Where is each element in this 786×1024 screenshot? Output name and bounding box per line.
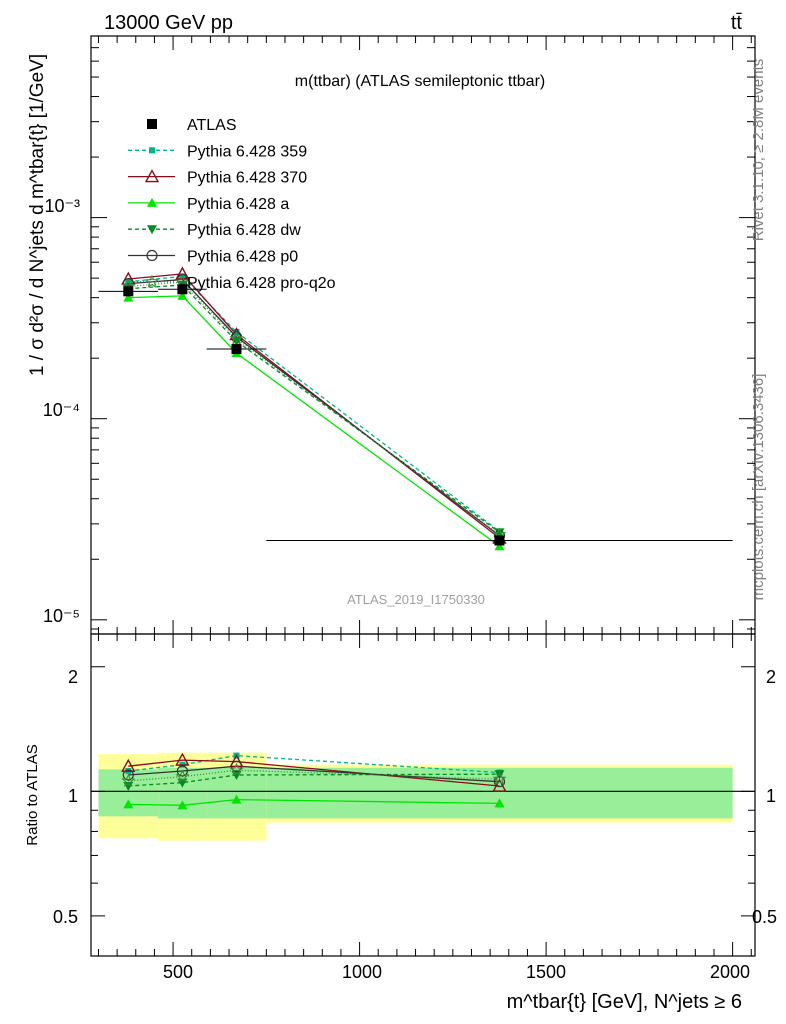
ratio-series-line: [128, 765, 500, 783]
series-point: [494, 528, 505, 538]
legend-marker: [144, 169, 160, 183]
series-lines: [128, 273, 500, 806]
series-point: [123, 292, 134, 302]
ratio-series-point: [231, 794, 242, 804]
ratio-ytick-left: 1: [68, 786, 78, 806]
legend-label: ATLAS: [187, 117, 237, 134]
series-point: [121, 271, 136, 285]
xtick-label: 2000: [710, 962, 750, 982]
ytick-label: 10⁻⁴: [43, 400, 80, 420]
ratio-series-point: [176, 765, 188, 777]
ratio-series-point: [175, 769, 190, 783]
xtick-label: 1000: [342, 962, 382, 982]
ratio-ytick-right: 1: [766, 786, 776, 806]
legend-marker: [149, 147, 155, 154]
xtick-label: 500: [163, 962, 193, 982]
legend-label: Pythia 6.428 p0: [187, 249, 298, 266]
ratio-series-point: [229, 762, 244, 777]
legend-label: Pythia 6.428 359: [187, 143, 307, 160]
series-line: [128, 278, 500, 537]
legend-label: Pythia 6.428 370: [187, 170, 307, 187]
ratio-ytick-left: 2: [68, 667, 78, 687]
data-point: [231, 344, 242, 355]
ratio-series-point: [123, 799, 134, 809]
y-axis-label: 1 / σ d²σ / d N^jets d m^tbar{t} [1/GeV]: [27, 54, 48, 376]
legend-marker: [147, 119, 157, 129]
ratio-series-point: [121, 773, 136, 787]
analysis-id: ATLAS_2019_I1750330: [347, 592, 485, 607]
data-point: [494, 535, 505, 546]
uncertainty-bands: [91, 752, 755, 841]
axis-ticks: [91, 35, 755, 956]
x-axis-label: m^tbar{t} [GeV], N^jets ≥ 6: [507, 991, 742, 1013]
legend-marker: [144, 274, 160, 288]
legend: ATLAS Pythia 6.428 359 Pythia 6.428 370 Pyt…: [128, 117, 336, 292]
ratio-series-point: [494, 798, 505, 808]
ratio-series-line: [128, 798, 500, 806]
ratio-series-point: [123, 782, 134, 792]
ratio-series-line: [128, 754, 500, 774]
series-point: [175, 266, 190, 280]
ratio-ytick-right: 2: [766, 667, 776, 687]
mcplots-label: mcplots.cern.ch [arXiv:1306.3436]: [750, 374, 767, 601]
ytick-label: 10⁻⁵: [43, 606, 80, 626]
series-markers: [98, 266, 733, 810]
ratio-series-point: [122, 769, 134, 781]
series-point: [177, 290, 188, 300]
legend-marker: [146, 249, 158, 262]
ratio-series-point: [493, 776, 506, 788]
ratio-series-point: [121, 758, 136, 772]
legend-label: Pythia 6.428 a: [187, 196, 289, 213]
xtick-label: 1500: [526, 962, 566, 982]
series-line: [128, 281, 500, 536]
ytick-label: 10⁻³: [44, 196, 80, 216]
process-label: tt̄: [731, 12, 743, 34]
ratio-series-point: [230, 760, 243, 772]
series-point: [494, 541, 505, 551]
ratio-ytick-left: 0.5: [53, 907, 78, 927]
series-point: [229, 331, 244, 345]
legend-marker: [147, 225, 157, 235]
series-line: [128, 273, 500, 539]
rivet-version-label: Rivet 3.1.10, ≥ 2.8M events: [750, 59, 767, 242]
data-point: [123, 286, 134, 297]
energy-label: 13000 GeV pp: [104, 12, 233, 34]
ratio-series-point: [494, 770, 505, 780]
ratio-series-point: [492, 771, 507, 786]
legend-marker: [147, 197, 157, 207]
stat-uncertainty-band: [98, 769, 159, 817]
ratio-series-point: [177, 800, 188, 810]
ratio-series-line: [128, 769, 500, 782]
ratio-series-point: [175, 752, 190, 766]
ratio-frame: [90, 633, 756, 957]
ratio-ytick-right: 0.5: [752, 907, 777, 927]
plot-title: m(ttbar) (ATLAS semileptonic ttbar): [295, 73, 545, 90]
ratio-series-point: [231, 771, 242, 781]
legend-label: Pythia 6.428 dw: [187, 222, 301, 239]
series-line: [128, 295, 500, 547]
ratio-y-label: Ratio to ATLAS: [24, 744, 41, 845]
data-point: [177, 284, 188, 295]
ratio-series-point: [229, 754, 244, 768]
legend-label: Pythia 6.428 pro-q2o: [187, 275, 336, 292]
